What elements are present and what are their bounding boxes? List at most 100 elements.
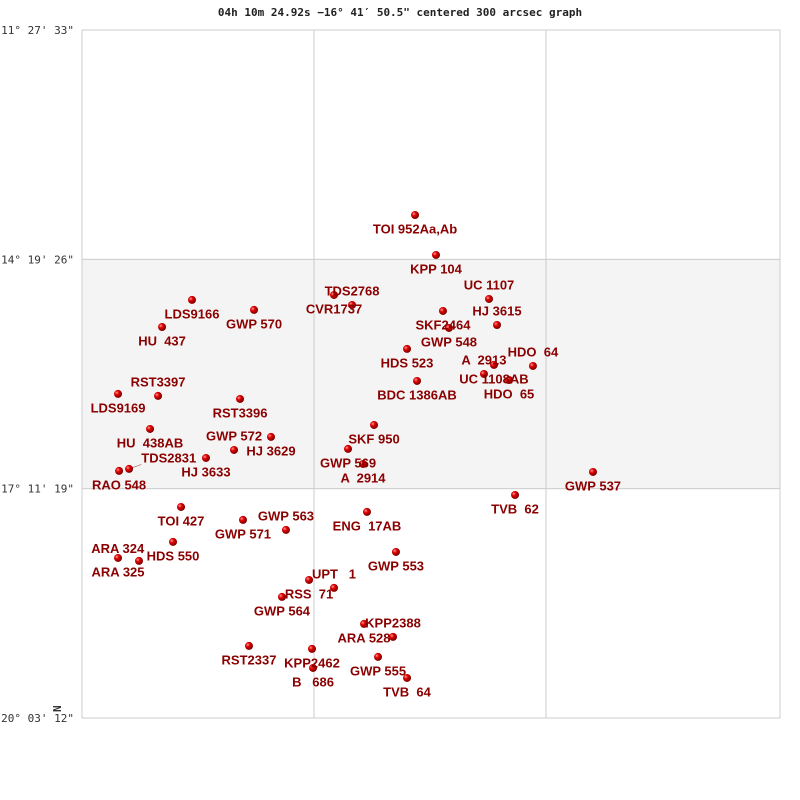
star-point[interactable] (528, 361, 537, 370)
star-point[interactable] (277, 592, 286, 601)
star-label: GWP 553 (368, 558, 424, 573)
star-point[interactable] (444, 323, 453, 332)
star-point[interactable] (169, 537, 178, 546)
star-label: ARA 528 (338, 630, 391, 645)
star-label: LDS9166 (165, 306, 220, 321)
star-label: HJ 3629 (246, 443, 295, 458)
y-tick-label: -17° 11' 19" (0, 483, 74, 496)
star-label: HU 437 (138, 333, 186, 348)
star-point[interactable] (125, 464, 134, 473)
star-point[interactable] (588, 467, 597, 476)
star-label: TOI 952Aa,Ab (373, 221, 457, 236)
star-point[interactable] (158, 322, 167, 331)
star-label: HDO 65 (484, 386, 535, 401)
star-point[interactable] (370, 420, 379, 429)
star-label: HDO 64 (508, 344, 559, 359)
star-point[interactable] (281, 525, 290, 534)
star-label: RAO 548 (92, 477, 146, 492)
star-point[interactable] (244, 641, 253, 650)
star-point[interactable] (187, 295, 196, 304)
star-point[interactable] (505, 375, 514, 384)
star-label: KPP2388 (365, 615, 421, 630)
star-label: ENG 17AB (333, 518, 402, 533)
star-label: GWP 548 (421, 334, 477, 349)
star-point[interactable] (114, 389, 123, 398)
star-point[interactable] (484, 294, 493, 303)
star-label: HDS 523 (381, 355, 434, 370)
chart-title: 04h 10m 24.92s −16° 41′ 50.5" centered 3… (217, 6, 583, 19)
star-point[interactable] (250, 305, 259, 314)
star-point[interactable] (493, 320, 502, 329)
star-point[interactable] (309, 663, 318, 672)
star-label: LDS9169 (91, 400, 146, 415)
star-point[interactable] (267, 432, 276, 441)
star-label: UC 1108AB (459, 371, 528, 386)
y-tick-label: -11° 27' 33" (0, 24, 74, 37)
star-point[interactable] (374, 652, 383, 661)
star-point[interactable] (177, 502, 186, 511)
north-label: N (51, 705, 64, 712)
star-label: RST3396 (213, 405, 268, 420)
star-label: ARA 324 (91, 541, 145, 556)
star-label: KPP 104 (410, 261, 463, 276)
star-label: UC 1107 (464, 277, 515, 292)
star-label: HU 438AB (117, 435, 183, 450)
star-point[interactable] (330, 583, 339, 592)
star-label: UPT 1 (312, 566, 356, 581)
star-point[interactable] (344, 444, 353, 453)
star-label: KPP2462 (284, 655, 340, 670)
star-point[interactable] (146, 424, 155, 433)
star-label: RST2337 (222, 652, 277, 667)
star-point[interactable] (358, 459, 367, 468)
star-point[interactable] (391, 547, 400, 556)
star-label: GWP 571 (215, 526, 271, 541)
star-label: RSS 71 (285, 586, 333, 601)
star-point[interactable] (305, 575, 314, 584)
star-label: GWP 563 (258, 508, 314, 523)
star-point[interactable] (413, 376, 422, 385)
star-point[interactable] (236, 394, 245, 403)
star-point[interactable] (403, 673, 412, 682)
star-point[interactable] (438, 306, 447, 315)
star-point[interactable] (411, 210, 420, 219)
star-point[interactable] (114, 553, 123, 562)
star-label: TVB 64 (383, 684, 431, 699)
star-point[interactable] (115, 466, 124, 475)
star-point[interactable] (202, 453, 211, 462)
star-label: BDC 1386AB (377, 387, 456, 402)
star-label: RST3397 (131, 374, 186, 389)
star-label: TOI 427 (158, 513, 205, 528)
star-label: ARA 325 (92, 564, 145, 579)
star-point[interactable] (360, 619, 369, 628)
star-point[interactable] (154, 391, 163, 400)
star-point[interactable] (330, 290, 339, 299)
star-point[interactable] (403, 344, 412, 353)
y-tick-label: -20° 03' 12" (0, 712, 74, 725)
star-label: A 2914 (340, 470, 386, 485)
star-label: HJ 3633 (181, 464, 230, 479)
star-label: GWP 569 (320, 455, 376, 470)
star-point[interactable] (134, 556, 143, 565)
star-point[interactable] (389, 632, 398, 641)
star-point[interactable] (307, 644, 316, 653)
star-label: GWP 564 (254, 603, 311, 618)
star-label: B 686 (292, 674, 334, 689)
star-point[interactable] (489, 360, 498, 369)
star-point[interactable] (432, 250, 441, 259)
star-label: A 2913 (461, 352, 506, 367)
star-point[interactable] (362, 507, 371, 516)
star-label: GWP 555 (350, 663, 406, 678)
star-label: GWP 537 (565, 478, 621, 493)
star-point[interactable] (348, 300, 357, 309)
star-point[interactable] (230, 445, 239, 454)
y-tick-label: -14° 19' 26" (0, 253, 74, 266)
star-point[interactable] (479, 369, 488, 378)
star-point[interactable] (511, 490, 520, 499)
star-label: SKF2464 (416, 317, 472, 332)
star-label: TDS2831 (141, 450, 196, 465)
star-label: HJ 3615 (472, 303, 521, 318)
shaded-band (81, 258, 781, 490)
star-point[interactable] (238, 515, 247, 524)
star-label: GWP 570 (226, 316, 282, 331)
